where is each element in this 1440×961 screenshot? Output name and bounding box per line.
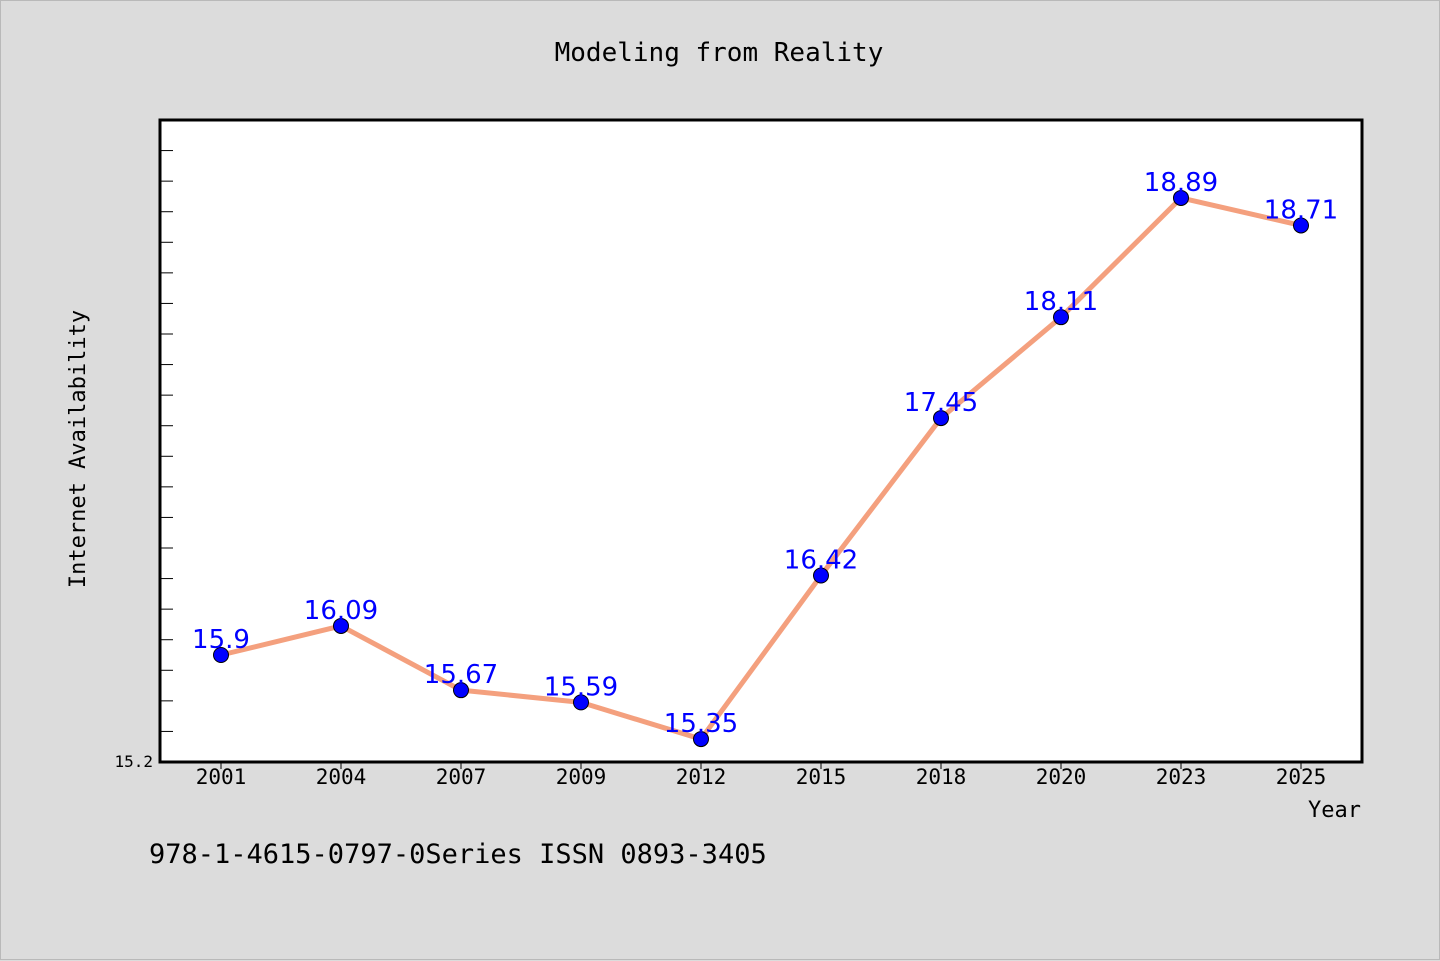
plot-area [158,118,1364,764]
x-tick-label: 2009 [556,765,607,789]
data-label: 18.11 [1024,287,1098,317]
x-tick-label: 2012 [676,765,727,789]
x-axis-label: Year [1308,798,1361,823]
data-label: 18.71 [1264,195,1338,225]
data-point [573,694,589,711]
data-label: 18.89 [1144,168,1218,198]
series-layer: 15.9 16.09 15.67 15.59 15.35 16.42 17.45 18.11 1… [192,168,1338,748]
data-point [213,647,229,663]
data-point [933,410,949,427]
y-axis-label: Internet Availability [66,310,91,588]
x-tick-label: 2007 [436,765,487,789]
footer-text: 978-1-4615-0797-0Series ISSN 0893-3405 [149,839,767,870]
x-tick-label: 2004 [316,765,367,789]
data-label: 17.45 [904,388,978,418]
chart-title: Modeling from Reality [555,38,884,68]
data-label: 15.59 [544,672,618,702]
data-point [1293,217,1309,234]
data-point [693,731,709,748]
x-tick-label: 2020 [1036,765,1087,789]
y-axis-ticks [160,150,173,732]
x-tick-label: 2015 [796,765,847,789]
data-label: 15.67 [424,660,498,690]
x-tick-label: 2023 [1156,765,1207,789]
data-point [333,617,349,634]
data-point [453,682,469,699]
x-tick-label: 2025 [1276,765,1327,789]
series-line [220,195,1302,742]
x-tick-label: 2018 [916,765,967,789]
data-point [813,567,829,584]
data-label: 16.09 [304,596,378,626]
data-label: 15.9 [192,625,250,655]
data-label: 15.35 [664,709,738,739]
y-tick-label-min: 15.2 [114,752,153,771]
data-label: 16.42 [784,546,858,576]
data-point [1053,309,1069,326]
x-tick-label: 2001 [196,765,247,789]
x-axis-ticks: 2001 2004 2007 2009 2012 2015 2018 2020 2023 2025 [196,762,1327,789]
data-point [1173,189,1189,206]
